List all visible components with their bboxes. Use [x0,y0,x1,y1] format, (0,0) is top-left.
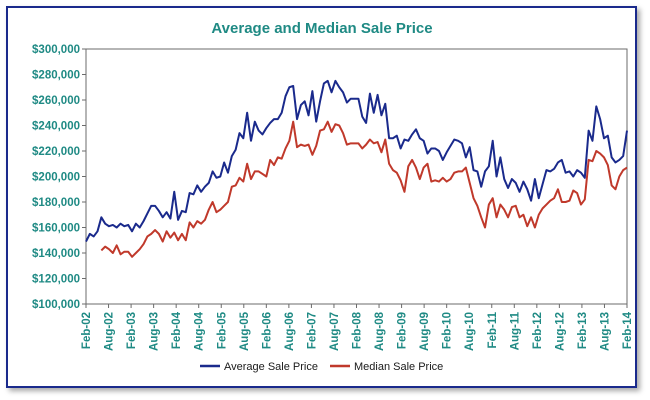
x-tick-label: Feb-12 [532,312,544,349]
x-tick-label: Aug-11 [509,311,521,350]
y-tick-label: $160,000 [32,223,80,235]
x-tick-label: Feb-11 [487,311,499,348]
x-tick-label: Feb-05 [216,311,228,349]
legend-label-average: Average Sale Price [224,361,318,373]
x-tick-label: Aug-03 [149,312,161,351]
series-line-median [100,120,628,258]
x-tick-label: Feb-09 [397,312,409,349]
x-tick-label: Aug-13 [599,312,611,351]
legend-label-median: Median Sale Price [354,361,443,373]
x-tick-label: Feb-14 [622,311,634,349]
x-tick-label: Aug-04 [194,311,206,351]
y-tick-label: $280,000 [32,70,80,82]
x-tick-label: Feb-02 [81,312,93,349]
chart-title: Average and Median Sale Price [211,20,432,37]
y-tick-label: $300,000 [32,44,80,56]
x-tick-label: Feb-13 [577,312,589,349]
x-tick-label: Aug-02 [104,312,116,351]
y-tick-label: $220,000 [32,146,80,158]
x-tick-label: Aug-12 [554,312,566,351]
plot-area [85,48,628,305]
y-tick-label: $240,000 [32,121,80,133]
y-tick-label: $260,000 [32,95,80,107]
series-line-average [85,79,628,242]
x-tick-label: Aug-10 [464,312,476,351]
x-tick-label: Aug-08 [374,311,386,351]
x-tick-label: Aug-07 [329,312,341,351]
x-tick-label: Feb-04 [171,311,183,349]
y-tick-label: $140,000 [32,248,80,260]
x-tick-label: Feb-06 [261,312,273,349]
x-tick-label: Aug-05 [239,311,251,351]
y-tick-label: $100,000 [32,299,80,311]
y-tick-label: $200,000 [32,172,80,184]
y-tick-label: $180,000 [32,197,80,209]
x-tick-label: Aug-06 [284,312,296,351]
y-tick-label: $120,000 [32,274,80,286]
x-tick-label: Feb-03 [126,312,138,349]
x-tick-label: Feb-07 [306,312,318,349]
x-tick-label: Feb-10 [442,312,454,349]
x-tick-label: Feb-08 [352,311,364,349]
x-tick-label: Aug-09 [419,312,431,351]
